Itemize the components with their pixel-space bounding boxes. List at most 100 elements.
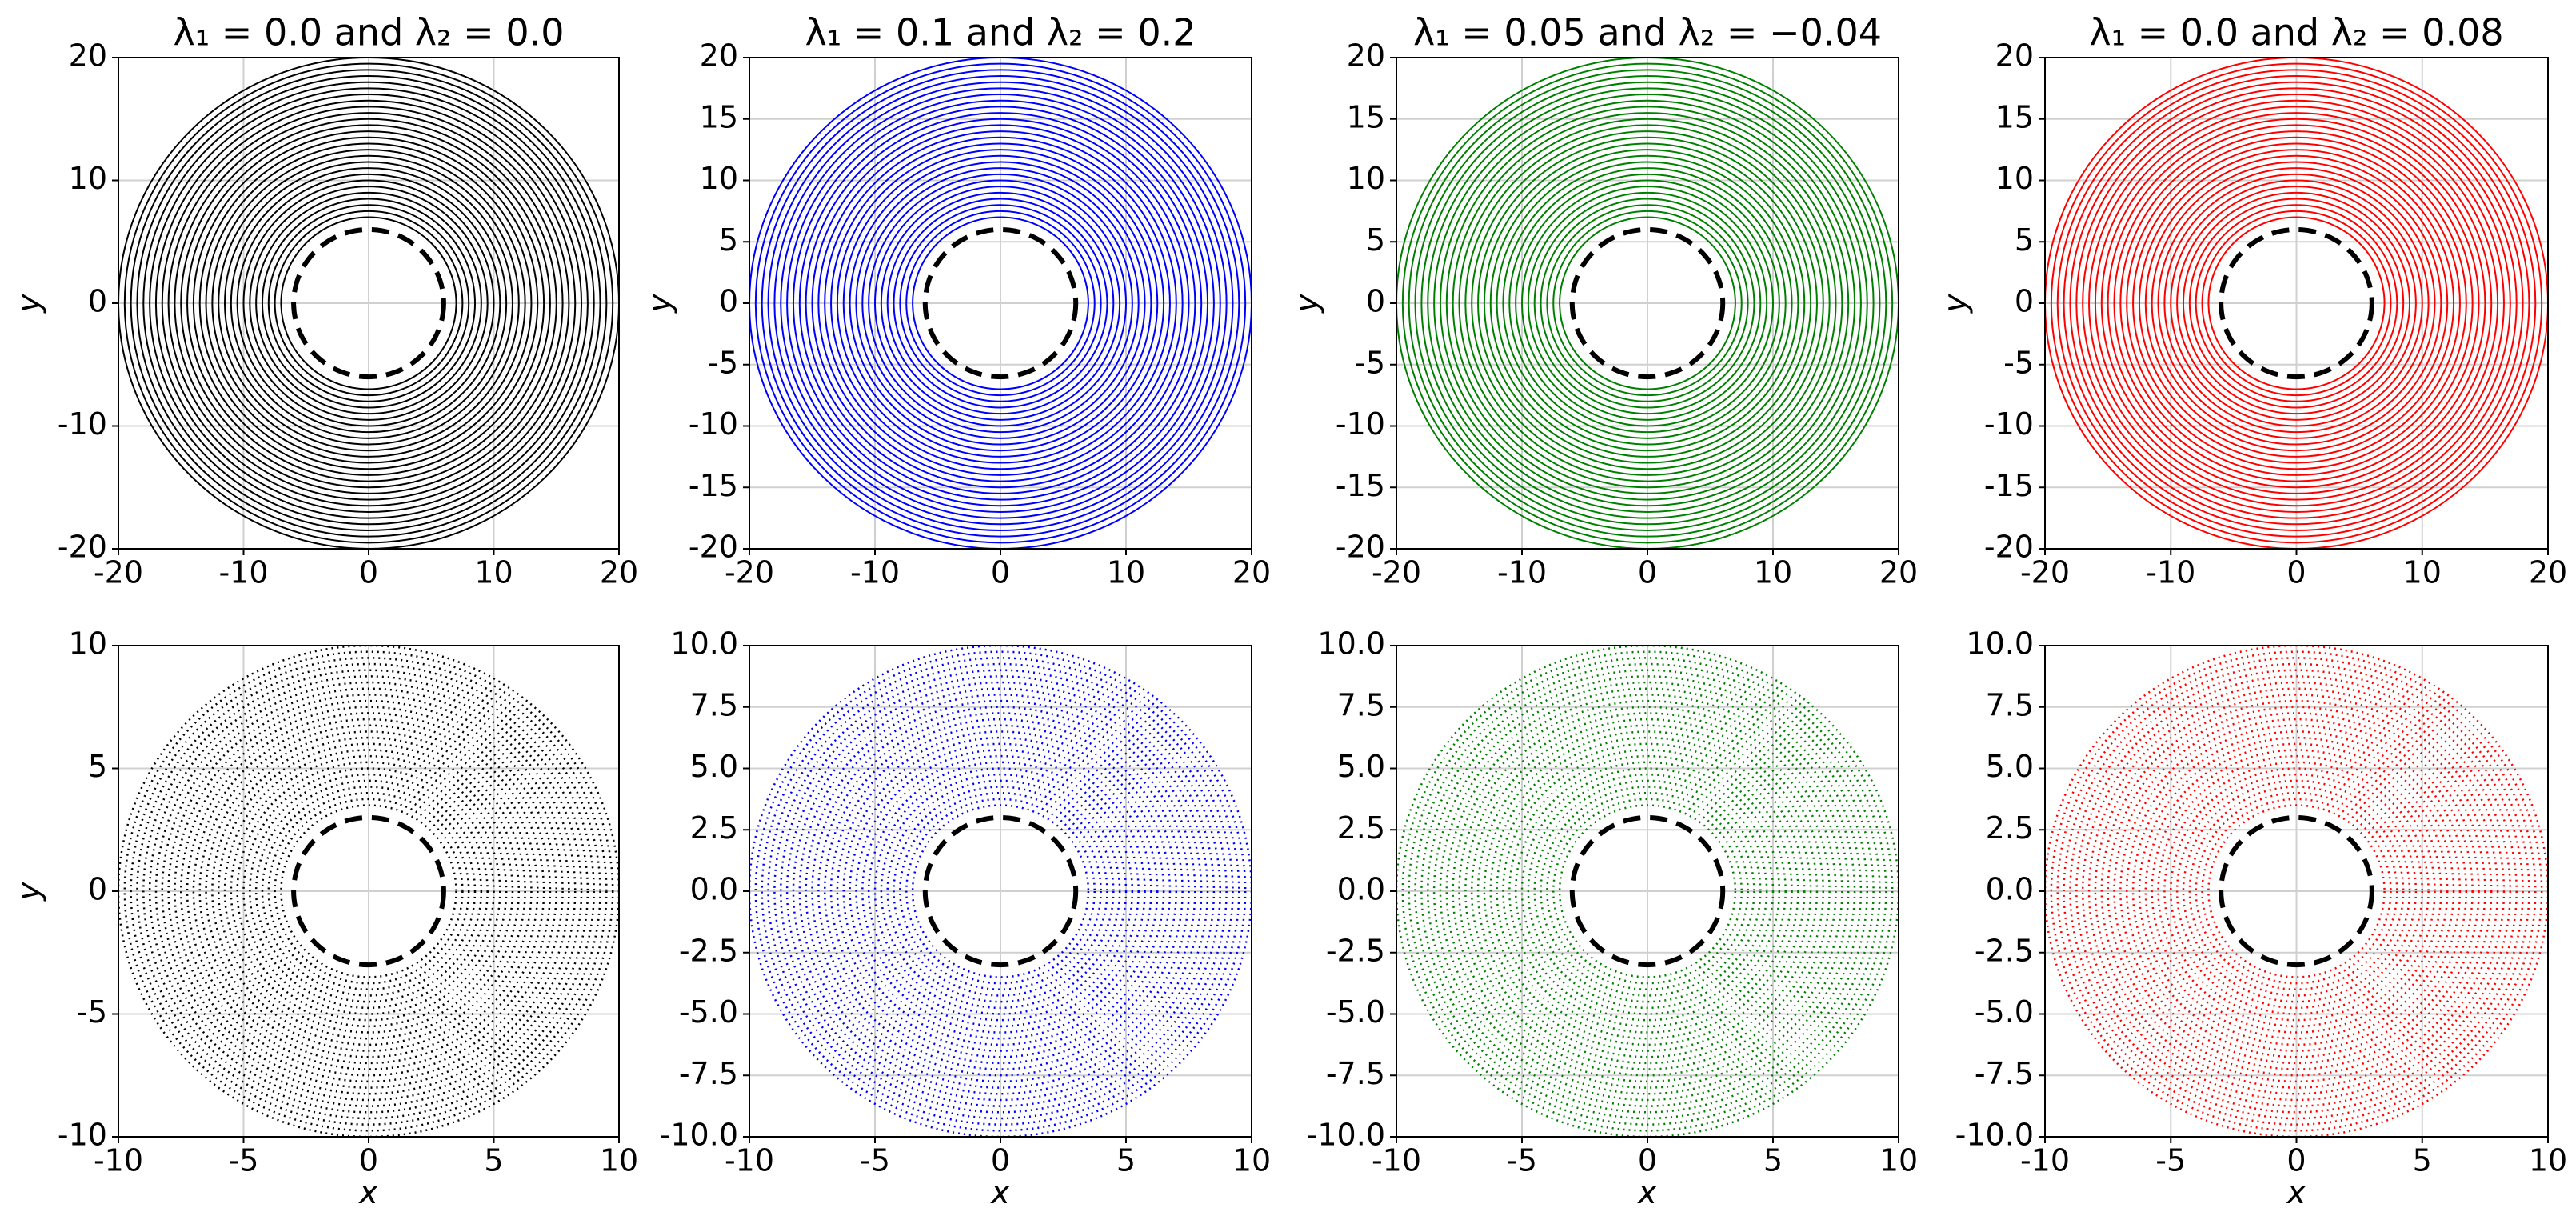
ring xyxy=(1458,706,1837,1077)
ring xyxy=(855,749,1146,1034)
ring xyxy=(2151,749,2442,1034)
ring xyxy=(761,69,1240,538)
ring xyxy=(2207,804,2386,978)
ring xyxy=(1471,130,1824,476)
y-tick-label: 5 xyxy=(88,749,107,784)
ring xyxy=(230,167,508,439)
ring xyxy=(780,675,1221,1107)
y-tick-label: -10 xyxy=(58,406,107,442)
rings xyxy=(749,58,1252,549)
ring xyxy=(1502,161,1793,446)
ring xyxy=(211,149,526,458)
ring xyxy=(186,124,551,482)
ring xyxy=(255,191,482,415)
ring xyxy=(161,99,577,507)
y-tick-label: -7.5 xyxy=(679,1056,738,1091)
y-tick-label: 20 xyxy=(1347,38,1385,74)
ring xyxy=(824,130,1177,476)
x-tick-label: 20 xyxy=(2529,555,2567,590)
ring xyxy=(2082,94,2511,513)
ring xyxy=(205,730,533,1052)
ring xyxy=(192,718,545,1065)
boundary-circle xyxy=(922,814,1079,968)
x-tick-label: 10 xyxy=(1879,1143,1918,1178)
ring xyxy=(123,62,614,544)
ring xyxy=(148,675,589,1107)
ring xyxy=(2144,154,2449,452)
ring xyxy=(767,662,1234,1120)
ring xyxy=(167,106,570,501)
ring xyxy=(2157,754,2436,1028)
ring xyxy=(2138,149,2455,458)
y-tick-label: -5 xyxy=(708,345,738,380)
boundary-circle xyxy=(291,814,446,968)
x-tick-label: -10 xyxy=(2146,555,2195,590)
ring xyxy=(1540,786,1755,997)
ring xyxy=(1470,718,1825,1065)
ring xyxy=(2119,130,2474,476)
y-tick-label: 5 xyxy=(1366,222,1385,258)
y-tick-label: 10 xyxy=(1347,161,1385,196)
ring xyxy=(2163,173,2430,434)
ring xyxy=(836,730,1165,1052)
ring xyxy=(236,761,501,1022)
ring xyxy=(211,736,526,1046)
ring xyxy=(180,118,557,489)
y-tick-label: -10.0 xyxy=(660,1118,738,1153)
ring xyxy=(2094,106,2499,501)
ring xyxy=(2050,62,2543,544)
ring xyxy=(2188,786,2405,997)
ring xyxy=(873,767,1128,1015)
ring xyxy=(2170,179,2423,427)
ring xyxy=(880,186,1121,421)
ring xyxy=(2113,712,2480,1070)
x-tick-label: -10 xyxy=(850,555,900,590)
y-tick-label: 20 xyxy=(700,38,738,74)
rings xyxy=(1396,646,1899,1137)
ring xyxy=(186,712,552,1070)
ring xyxy=(2094,694,2499,1089)
ring xyxy=(230,754,508,1028)
y-tick-label: 0 xyxy=(88,872,107,907)
y-axis-label: y xyxy=(1937,293,1974,314)
ring xyxy=(180,706,557,1077)
x-tick-label: -10 xyxy=(1372,1143,1421,1178)
x-tick-label: -10 xyxy=(218,555,268,590)
ring xyxy=(2063,662,2530,1120)
ring xyxy=(280,804,457,978)
ring xyxy=(1515,173,1780,434)
rings xyxy=(118,58,619,549)
ring xyxy=(1483,730,1812,1052)
boundary-circle xyxy=(291,226,446,380)
ring xyxy=(2175,773,2418,1010)
ring xyxy=(1546,204,1749,402)
y-tick-label: -10 xyxy=(1984,406,2034,442)
ring xyxy=(136,75,601,531)
ring xyxy=(811,706,1190,1077)
ring xyxy=(174,112,564,494)
ring xyxy=(236,173,501,434)
ring xyxy=(861,167,1140,439)
x-axis-label: x xyxy=(2286,1174,2306,1211)
y-axis-label: y xyxy=(641,293,678,314)
y-tick-label: 0 xyxy=(719,284,738,319)
boundary-circle xyxy=(1569,814,1726,968)
ring xyxy=(2119,718,2474,1065)
x-tick-label: 10 xyxy=(474,555,513,590)
panel-title: λ₁ = 0.0 and λ₂ = 0.08 xyxy=(2089,11,2503,54)
subplot: -20 -10 0 10 20 -20 -10 0 10 20 λ₁ = 0.0 and λ₂ = … xyxy=(10,11,638,590)
boundary-circle xyxy=(2219,814,2374,968)
ring xyxy=(123,650,614,1132)
ring xyxy=(130,657,608,1126)
ring xyxy=(874,179,1127,427)
y-tick-label: 5 xyxy=(2015,222,2034,258)
ring xyxy=(1533,191,1762,415)
ring xyxy=(174,699,564,1083)
subplot: -10 -5 0 5 10 -10.0 -7.5 -5.0 -2.5 0.0 2.5 5.0 7.5 10… xyxy=(660,626,1272,1212)
axes-frame xyxy=(749,57,1252,550)
ring xyxy=(830,136,1171,470)
ring xyxy=(773,669,1228,1114)
ring xyxy=(1445,694,1850,1089)
ring xyxy=(224,161,513,446)
ring xyxy=(1477,136,1818,470)
